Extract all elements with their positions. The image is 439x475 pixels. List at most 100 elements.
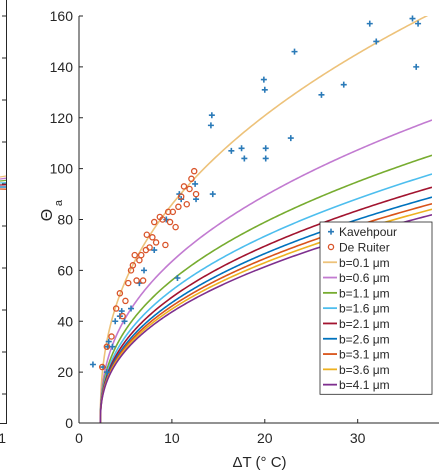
deruiter-point: [169, 208, 177, 216]
y-tick-label: 80: [57, 212, 73, 228]
kavehpour-point: [151, 247, 158, 254]
deruiter-point: [152, 239, 160, 246]
x-tick-label: 20: [257, 430, 273, 446]
kavehpour-point: [262, 145, 269, 152]
legend-label: b=4.1 μm: [339, 378, 390, 392]
kavehpour-point: [121, 318, 128, 325]
x-tick-label: 30: [350, 430, 366, 446]
deruiter-point: [136, 256, 143, 264]
y-tick-label: 100: [50, 161, 74, 177]
scatter-points: [89, 15, 422, 376]
legend-label: b=1.6 μm: [339, 302, 390, 316]
deruiter-point: [143, 231, 151, 239]
left-panel-curve: [0, 175, 7, 178]
y-tick-label: 140: [50, 59, 74, 75]
kavehpour-point: [89, 361, 96, 368]
y-tick-label: 40: [57, 313, 73, 329]
legend-label: b=3.1 μm: [339, 348, 390, 362]
legend-label: b=2.1 μm: [339, 317, 390, 331]
x-tick-label: 10: [164, 430, 180, 446]
legend-label: De Ruiter: [339, 240, 390, 254]
deruiter-point: [150, 218, 158, 226]
deruiter-point: [188, 175, 195, 183]
kavehpour-point: [241, 155, 248, 162]
x-axis-label: ΔT (° C): [232, 454, 286, 471]
y-tick-label: 160: [50, 8, 74, 24]
deruiter-point: [98, 363, 106, 371]
deruiter-point: [122, 297, 129, 305]
kavehpour-point: [373, 38, 380, 45]
deruiter-point: [133, 277, 140, 284]
kavehpour-point: [209, 191, 216, 198]
deruiter-point: [180, 183, 188, 190]
kavehpour-point: [261, 86, 268, 93]
left-panel-curve: [0, 179, 7, 182]
legend-marker-deruiter: [327, 243, 335, 251]
deruiter-point: [139, 277, 147, 284]
deruiter-point: [103, 343, 111, 350]
legend-label: b=3.6 μm: [339, 363, 390, 377]
legend-box: [319, 221, 433, 395]
deruiter-point: [177, 193, 185, 200]
legend-label: b=1.1 μm: [339, 286, 390, 300]
deruiter-point: [137, 251, 145, 259]
kavehpour-point: [413, 63, 420, 70]
deruiter-point: [108, 333, 115, 340]
deruiter-point: [172, 223, 179, 231]
axes: 0 20 40 60 80 100 120 140 160 0 10 20 30 ΔT (° C) Θa: [39, 8, 439, 471]
deruiter-point: [149, 234, 156, 241]
deruiter-point: [159, 216, 166, 223]
kavehpour-point: [318, 91, 325, 98]
deruiter-point: [146, 244, 153, 251]
kavehpour-point: [103, 369, 110, 376]
deruiter-point: [162, 241, 169, 249]
deruiter-point: [116, 290, 124, 297]
y-tick-label: 0: [65, 415, 73, 431]
legend-label: b=2.6 μm: [339, 332, 390, 346]
deruiter-point: [129, 262, 137, 269]
deruiter-point: [112, 305, 120, 312]
kavehpour-point: [105, 338, 112, 345]
kavehpour-point: [112, 318, 119, 325]
deruiter-point: [190, 167, 198, 175]
legend-marker-kavehpour: [328, 228, 334, 235]
kavehpour-point: [409, 15, 416, 22]
deruiter-point: [131, 251, 138, 259]
kavehpour-point: [340, 81, 347, 88]
deruiter-point: [166, 218, 174, 226]
x-tick-label: 0: [75, 430, 83, 446]
left-panel-curve: [0, 177, 7, 180]
deruiter-point: [175, 203, 182, 211]
kavehpour-point: [207, 122, 214, 129]
kavehpour-point: [287, 135, 294, 142]
kavehpour-point: [366, 20, 373, 27]
kavehpour-point: [109, 343, 116, 350]
deruiter-point: [119, 312, 126, 320]
kavehpour-point: [128, 305, 135, 312]
legend-label: b=0.1 μm: [339, 256, 390, 270]
kavehpour-point: [141, 267, 148, 274]
kavehpour-point: [415, 20, 422, 27]
deruiter-point: [183, 200, 191, 208]
kavehpour-point: [228, 147, 235, 154]
kavehpour-point: [291, 48, 298, 55]
y-axis-label: Θ: [39, 209, 56, 221]
y-tick-label: 120: [50, 110, 74, 126]
kavehpour-point: [238, 145, 245, 152]
kavehpour-point: [260, 76, 267, 83]
curve-b-0-6-m: [99, 119, 432, 423]
y-tick-label: 60: [57, 262, 73, 278]
kavehpour-point: [192, 180, 199, 187]
deruiter-point: [192, 190, 200, 198]
kavehpour-point: [174, 275, 181, 282]
left-panel-tick-label: 0.1: [0, 430, 6, 446]
kavehpour-point: [262, 155, 269, 162]
legend-label: b=0.6 μm: [339, 271, 390, 285]
deruiter-point: [186, 185, 193, 193]
y-tick-label: 20: [57, 364, 73, 380]
kavehpour-point: [208, 112, 215, 119]
y-axis-label-subscript: a: [53, 199, 65, 206]
left-panel-fragment: 0.1: [0, 0, 7, 446]
